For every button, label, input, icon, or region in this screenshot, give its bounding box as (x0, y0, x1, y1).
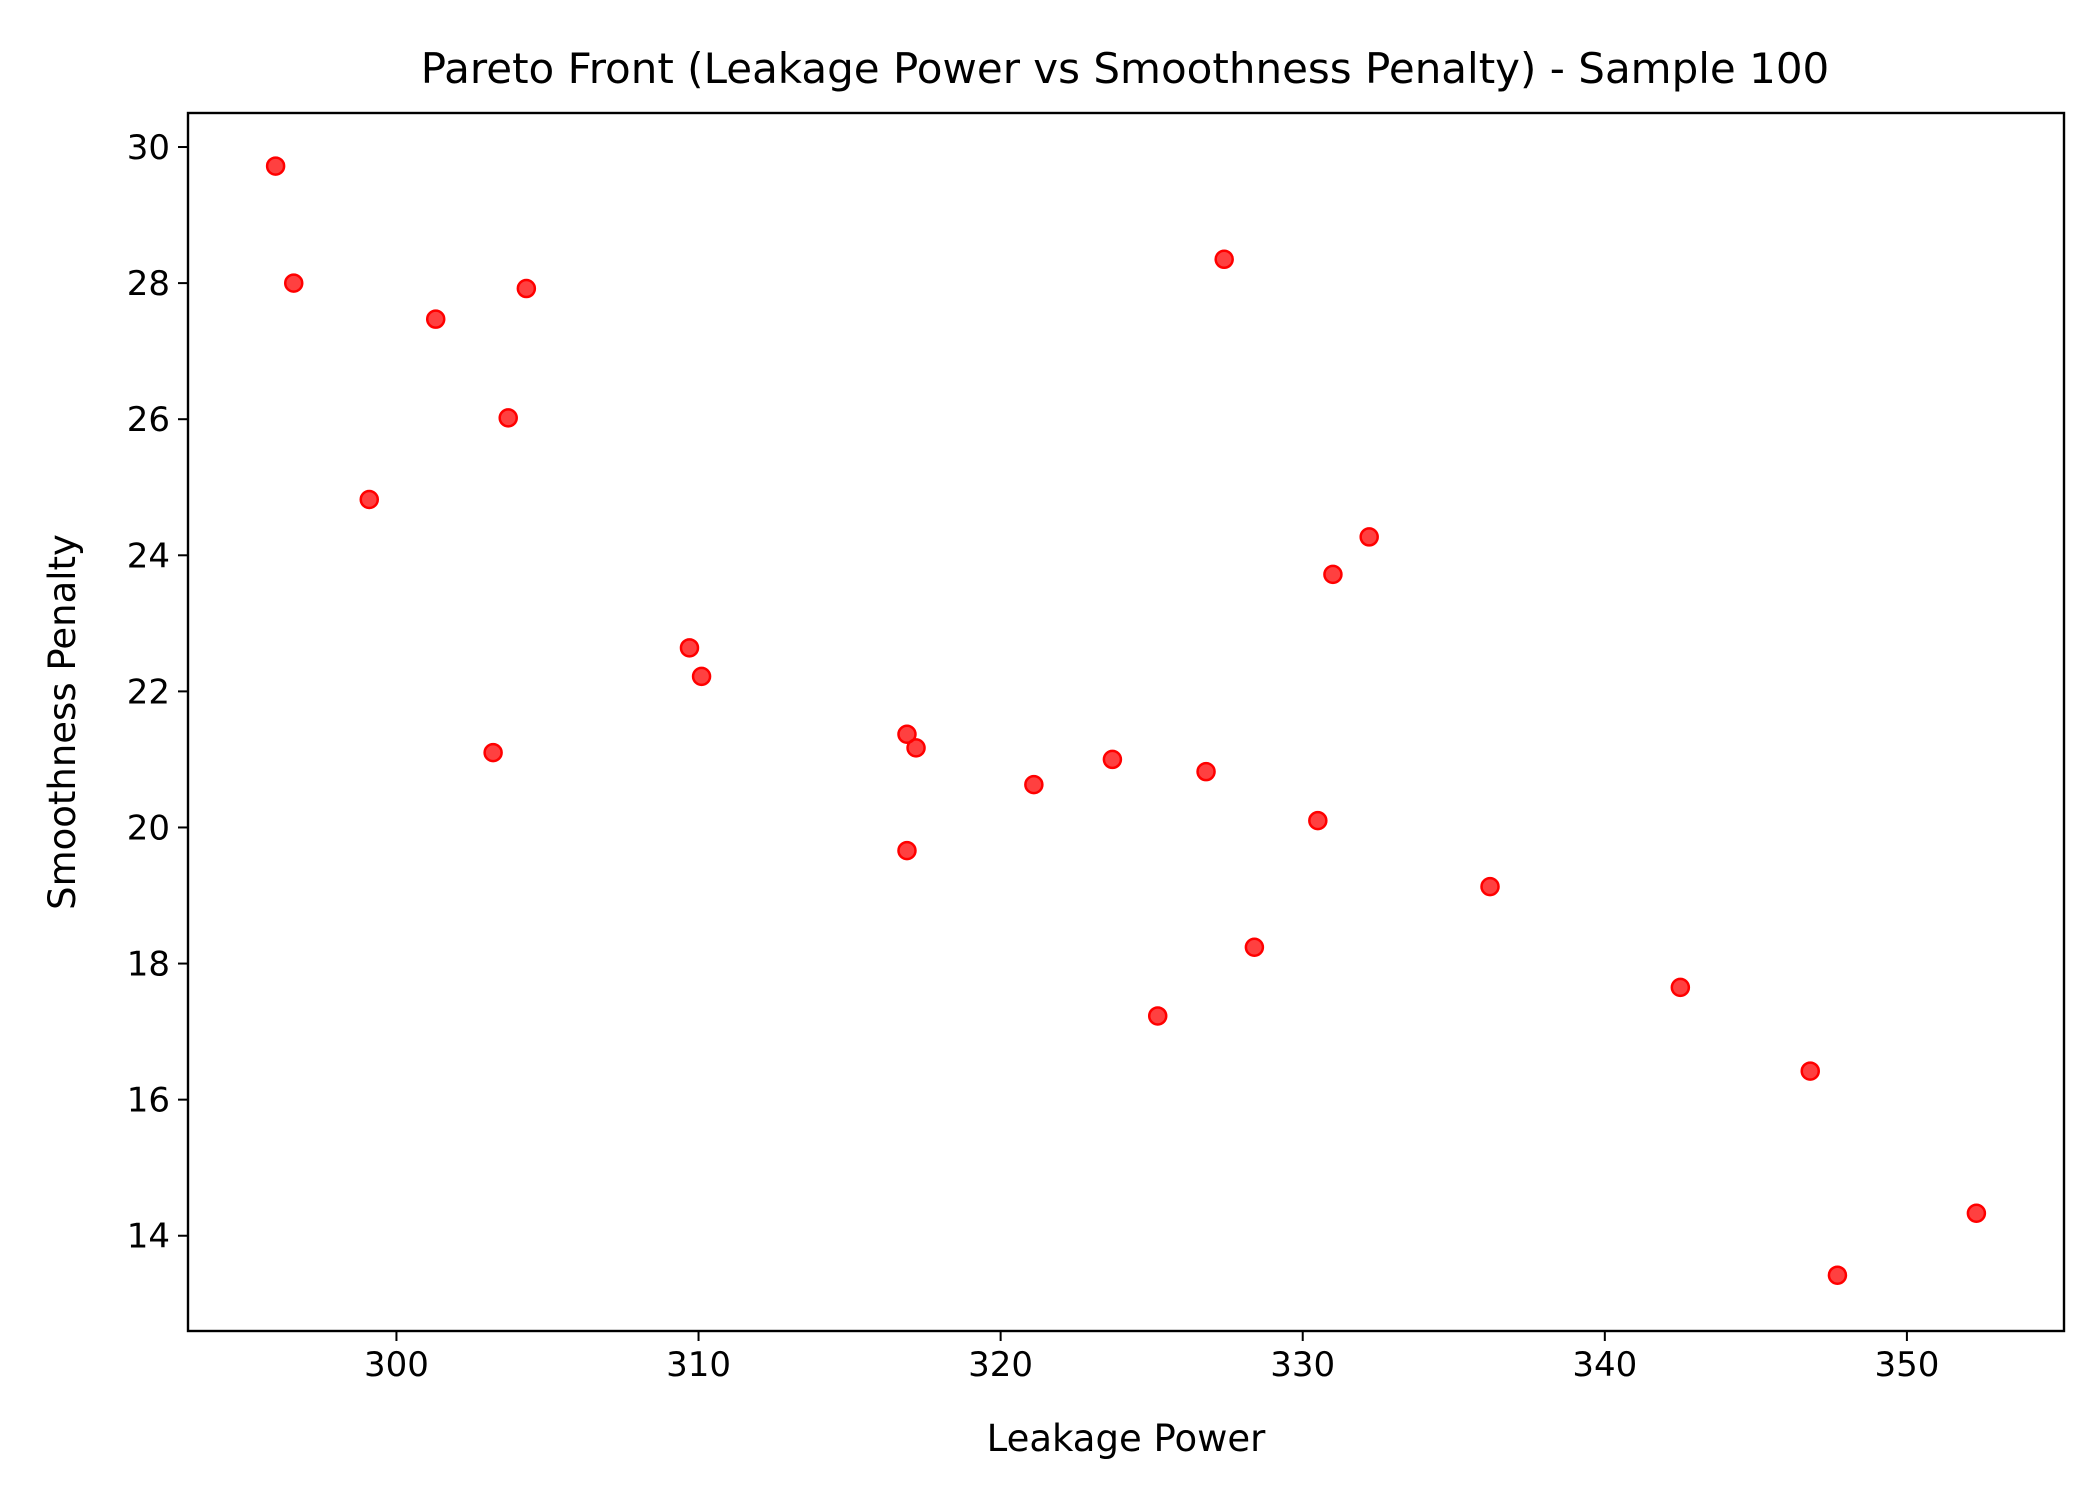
x-axis-ticks: 300 310 320 330 340 350 (364, 1331, 1939, 1385)
data-point (1827, 1265, 1848, 1285)
y-tick-label: 28 (127, 264, 170, 304)
x-tick-label: 320 (968, 1345, 1033, 1385)
y-axis-ticks: 14 16 18 20 22 24 26 28 30 (127, 128, 188, 1257)
y-tick-label: 30 (127, 128, 170, 168)
data-point (1670, 977, 1691, 998)
data-point (679, 638, 700, 658)
data-point (1966, 1203, 1987, 1224)
y-tick-label: 18 (127, 945, 170, 985)
plot-area-frame (186, 111, 2066, 1333)
data-point (359, 489, 380, 510)
y-tick-label: 16 (127, 1081, 170, 1121)
data-point (1147, 1006, 1168, 1026)
data-point (897, 840, 917, 861)
data-point (897, 724, 917, 744)
y-axis-label: Smoothness Penalty (41, 534, 84, 910)
data-point (425, 309, 446, 329)
y-tick-label: 22 (127, 672, 170, 712)
data-point (283, 273, 304, 293)
data-point (1359, 527, 1379, 547)
data-point (906, 738, 926, 758)
data-point (1323, 564, 1343, 585)
y-tick-label: 26 (127, 400, 170, 440)
x-tick-label: 300 (364, 1345, 429, 1385)
x-tick-label: 350 (1874, 1345, 1939, 1385)
data-point (1480, 876, 1500, 897)
data-point (265, 156, 286, 176)
data-point (1196, 761, 1216, 782)
y-tick-label: 14 (127, 1217, 170, 1257)
y-tick-label: 20 (127, 808, 170, 848)
data-point (1800, 1061, 1820, 1081)
x-axis-label: Leakage Power (987, 1417, 1267, 1460)
data-points (265, 156, 1987, 1285)
data-point (1308, 810, 1328, 831)
data-point (1024, 774, 1044, 795)
data-point (516, 278, 537, 299)
data-point (1102, 749, 1123, 770)
x-tick-label: 310 (666, 1345, 731, 1385)
x-tick-label: 330 (1270, 1345, 1335, 1385)
data-point (1244, 937, 1265, 957)
data-point (483, 742, 503, 763)
data-point (498, 408, 518, 428)
x-tick-label: 340 (1572, 1345, 1637, 1385)
data-point (691, 666, 712, 687)
data-point (1214, 249, 1234, 270)
chart-title: Pareto Front (Leakage Power vs Smoothnes… (421, 44, 1830, 93)
y-tick-label: 24 (127, 536, 170, 576)
